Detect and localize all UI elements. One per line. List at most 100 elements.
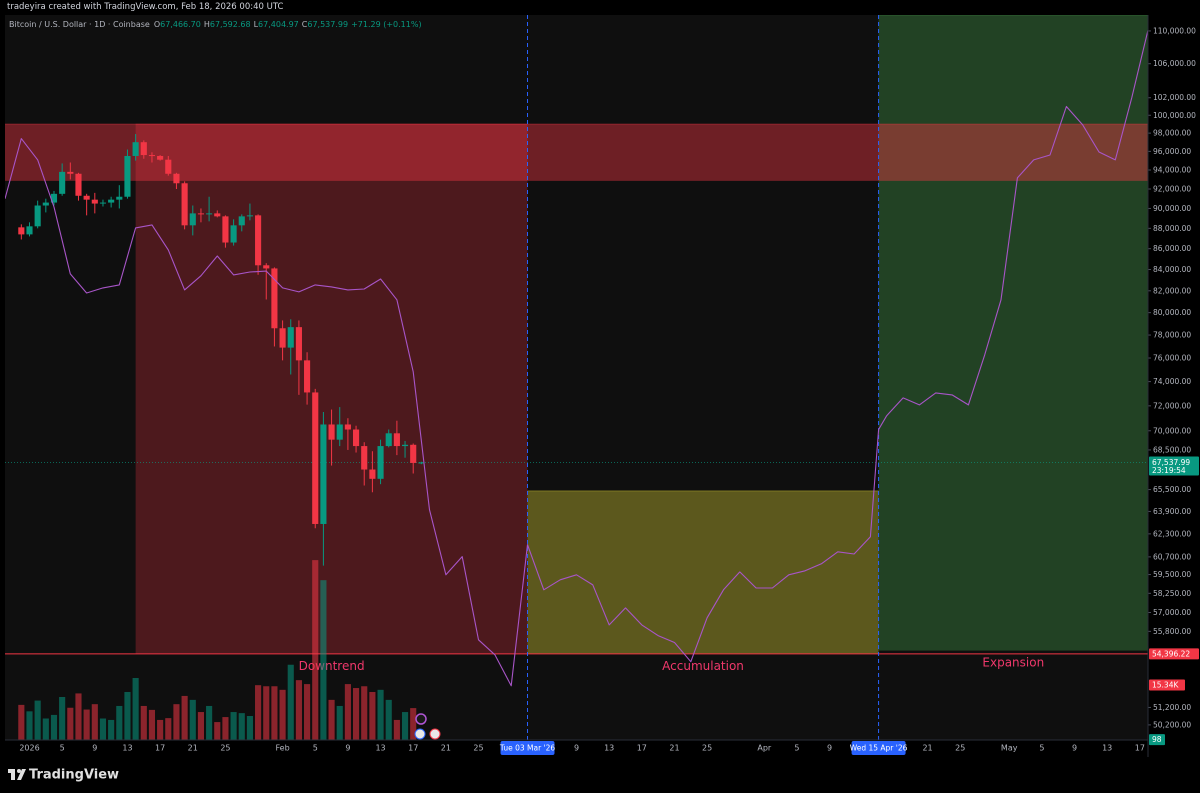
candle-body — [108, 199, 115, 203]
volume-bar — [173, 704, 180, 740]
candle-body — [312, 392, 319, 524]
candle-body — [197, 213, 205, 215]
candle-body — [189, 213, 196, 226]
candle-body — [124, 155, 131, 197]
candle-body — [271, 268, 278, 329]
volume-bar — [263, 686, 270, 740]
ohlc-key: C — [302, 20, 308, 29]
volume-bar — [18, 704, 25, 740]
volume-bar — [108, 719, 115, 740]
candle-body — [385, 433, 392, 447]
candle-body — [165, 159, 172, 174]
candle-body — [140, 142, 147, 156]
candle-body — [230, 225, 237, 243]
volume-bar — [59, 697, 66, 740]
y-tick-label: 100,000.00 — [1153, 111, 1196, 120]
ohlc-key: O — [154, 20, 160, 29]
volume-bar — [410, 708, 417, 740]
volume-bar — [148, 709, 156, 740]
volume-bar — [353, 688, 360, 740]
projection-line — [5, 29, 1148, 687]
volume-tag — [1149, 679, 1185, 691]
candle-body — [157, 155, 164, 160]
candle-body — [83, 195, 90, 200]
ohlc-value: 67,592.68 — [210, 20, 251, 29]
candle-body — [18, 227, 25, 235]
volume-bar — [304, 684, 311, 740]
volume-bar — [206, 705, 213, 740]
y-tick-label: 90,000.00 — [1153, 204, 1191, 213]
y-tick-label: 76,000.00 — [1153, 354, 1191, 363]
candle-body — [287, 327, 294, 348]
x-tick-label: 5 — [313, 744, 318, 753]
volume-bar — [328, 699, 335, 740]
y-tick-label: 55,800.00 — [1153, 627, 1191, 636]
y-tick-label: 59,500.00 — [1153, 570, 1191, 579]
x-tick-label: 17 — [155, 744, 165, 753]
volume-bar — [83, 709, 90, 740]
volume-bar — [361, 686, 368, 740]
volume-bar — [312, 560, 319, 740]
x-tick-label: 21 — [922, 744, 932, 753]
zone — [135, 124, 528, 654]
candle-body — [99, 202, 107, 204]
volume-bar — [320, 580, 327, 740]
volume-bar — [214, 722, 221, 740]
x-tick-label: 25 — [955, 744, 965, 753]
zone — [878, 15, 1148, 651]
marker-date-box — [500, 741, 555, 755]
y-tick-label: 57,000.00 — [1153, 608, 1191, 617]
y-tick-label: 106,000.00 — [1153, 59, 1196, 68]
volume-bar — [271, 686, 278, 740]
axes: 110,000.00 106,000.00 102,000.00 100,000.00… — [19, 26, 1199, 755]
candle-body — [418, 462, 425, 464]
ohlc-value: 67,404.97 — [258, 20, 299, 29]
candle-body — [369, 469, 376, 479]
volume-bar — [197, 712, 205, 740]
volume-bar — [50, 714, 58, 740]
x-tick-label: 5 — [794, 744, 799, 753]
x-tick-label: 2026 — [19, 744, 39, 753]
candle-body — [148, 155, 156, 157]
ohlc-key: H — [204, 20, 210, 29]
volume-bar — [91, 704, 98, 740]
candle-body — [132, 142, 139, 156]
x-tick-label: 5 — [1039, 744, 1044, 753]
volume-bar — [393, 719, 400, 740]
logo-part — [11, 769, 15, 780]
candle-body — [34, 205, 41, 227]
volume-bar — [67, 707, 74, 740]
y-tick-label: 102,000.00 — [1153, 93, 1196, 102]
y-tick-label: 110,000.00 — [1153, 26, 1196, 35]
candle-body — [328, 424, 335, 440]
brand-name: TradingView — [29, 768, 119, 783]
price-tag-label: 54,396.22 — [1152, 649, 1190, 658]
volume-bar — [99, 718, 107, 740]
x-tick-label: 21 — [441, 744, 451, 753]
ohlc-change: +71.29 (+0.11%) — [351, 20, 422, 29]
x-tick-label: 17 — [1135, 744, 1145, 753]
candle-body — [344, 424, 351, 430]
y-tick-label: 82,000.00 — [1153, 286, 1191, 295]
x-tick-label: 9 — [1072, 744, 1077, 753]
zone-label: Downtrend — [299, 659, 365, 673]
logo-part — [17, 769, 26, 780]
price-tag-label: 67,537.99 — [1152, 458, 1190, 467]
volume-bar — [140, 705, 147, 740]
x-tick-label: 21 — [669, 744, 679, 753]
candle-body — [222, 216, 229, 243]
y-tick-label: 84,000.00 — [1153, 265, 1191, 274]
candle-body — [75, 173, 82, 196]
y-tick-label: 60,700.00 — [1153, 552, 1191, 561]
volume-bar — [157, 719, 164, 740]
zone — [5, 124, 1148, 181]
volume-bar — [377, 689, 384, 740]
x-tick-label: Apr — [757, 744, 772, 753]
x-tick-label: 25 — [220, 744, 230, 753]
y-tick-label: 68,500.00 — [1153, 445, 1191, 454]
symbol-line: Bitcoin / U.S. Dollar · 1D · Coinbase O67… — [9, 20, 422, 29]
x-tick-label: 13 — [375, 744, 385, 753]
marker-date-label: Tue 03 Mar '26 — [499, 744, 555, 753]
y-tick-label: 74,000.00 — [1153, 377, 1191, 386]
